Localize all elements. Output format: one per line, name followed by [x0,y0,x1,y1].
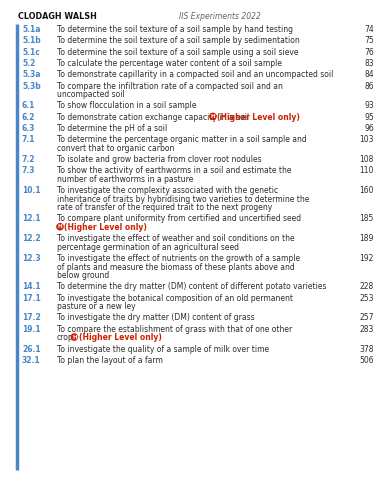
Text: 12.2: 12.2 [22,234,41,243]
Text: 83: 83 [364,59,374,68]
Text: H: H [72,334,77,340]
Text: 93: 93 [364,102,374,110]
Text: 506: 506 [359,356,374,365]
Text: 17.1: 17.1 [22,294,41,302]
Text: To investigate the botanical composition of an old permanent: To investigate the botanical composition… [57,294,293,302]
Text: To investigate the complexity associated with the genetic: To investigate the complexity associated… [57,186,278,195]
Text: 5.3a: 5.3a [22,70,41,79]
Text: 6.1: 6.1 [22,102,36,110]
Text: To compare plant uniformity from certified and uncertified seed: To compare plant uniformity from certifi… [57,214,301,224]
Text: CLODAGH WALSH: CLODAGH WALSH [18,12,97,21]
Text: convert that to organic carbon: convert that to organic carbon [57,144,174,152]
Text: To determine the soil texture of a soil sample by hand testing: To determine the soil texture of a soil … [57,25,293,34]
Text: 19.1: 19.1 [22,324,41,334]
Text: 7.2: 7.2 [22,155,36,164]
Text: 17.2: 17.2 [22,314,41,322]
Text: 228: 228 [360,282,374,292]
Text: To determine the pH of a soil: To determine the pH of a soil [57,124,167,133]
Text: H: H [211,114,215,119]
Text: 14.1: 14.1 [22,282,41,292]
Text: To investigate the quality of a sample of milk over time: To investigate the quality of a sample o… [57,344,269,354]
Text: To investigate the effect of nutrients on the growth of a sample: To investigate the effect of nutrients o… [57,254,300,263]
Text: H: H [58,224,62,229]
Text: 253: 253 [359,294,374,302]
Text: 5.3b: 5.3b [22,82,41,90]
Text: 185: 185 [360,214,374,224]
Text: 76: 76 [364,48,374,56]
Text: To demonstrate cation exchange capacity in a soil: To demonstrate cation exchange capacity … [57,112,249,122]
Text: 110: 110 [360,166,374,175]
Text: To investigate the effect of weather and soil conditions on the: To investigate the effect of weather and… [57,234,295,243]
Text: IIS Experiments 2022: IIS Experiments 2022 [179,12,261,21]
Text: 5.1b: 5.1b [22,36,41,46]
Text: 5.2: 5.2 [22,59,35,68]
Text: of plants and measure the biomass of these plants above and: of plants and measure the biomass of the… [57,262,295,272]
Text: 26.1: 26.1 [22,344,41,354]
Text: To show the activity of earthworms in a soil and estimate the: To show the activity of earthworms in a … [57,166,291,175]
Circle shape [210,114,216,119]
Text: crop: crop [57,333,74,342]
Text: To demonstrate capillarity in a compacted soil and an uncompacted soil: To demonstrate capillarity in a compacte… [57,70,334,79]
Text: To compare the establishment of grass with that of one other: To compare the establishment of grass wi… [57,324,292,334]
Text: 189: 189 [360,234,374,243]
Text: 96: 96 [364,124,374,133]
Text: To determine the dry matter (DM) content of different potato varieties: To determine the dry matter (DM) content… [57,282,327,292]
Text: To compare the infiltration rate of a compacted soil and an: To compare the infiltration rate of a co… [57,82,283,90]
Text: 257: 257 [359,314,374,322]
Text: (Higher Level only): (Higher Level only) [217,112,300,122]
Text: 5.1c: 5.1c [22,48,40,56]
Text: To isolate and grow bacteria from clover root nodules: To isolate and grow bacteria from clover… [57,155,262,164]
Text: percentage germination of an agricultural seed: percentage germination of an agricultura… [57,242,239,252]
Text: 378: 378 [359,344,374,354]
Text: 283: 283 [360,324,374,334]
Text: To determine the soil texture of a soil sample using a soil sieve: To determine the soil texture of a soil … [57,48,298,56]
Text: 6.3: 6.3 [22,124,36,133]
Text: To investigate the dry matter (DM) content of grass: To investigate the dry matter (DM) conte… [57,314,255,322]
Text: To determine the percentage organic matter in a soil sample and: To determine the percentage organic matt… [57,135,307,144]
Circle shape [71,334,78,340]
Text: (Higher Level only): (Higher Level only) [79,333,162,342]
Text: inheritance of traits by hybridising two varieties to determine the: inheritance of traits by hybridising two… [57,194,309,203]
Text: 7.3: 7.3 [22,166,36,175]
Text: 10.1: 10.1 [22,186,41,195]
Text: 86: 86 [364,82,374,90]
Text: To calculate the percentage water content of a soil sample: To calculate the percentage water conten… [57,59,282,68]
Text: 75: 75 [364,36,374,46]
Text: uncompacted soil: uncompacted soil [57,90,125,99]
Text: 5.1a: 5.1a [22,25,41,34]
Text: 95: 95 [364,112,374,122]
Text: 74: 74 [364,25,374,34]
Text: 6.2: 6.2 [22,112,36,122]
Text: (Higher Level only): (Higher Level only) [64,223,147,232]
Text: rate of transfer of the required trait to the next progeny: rate of transfer of the required trait t… [57,203,272,212]
Text: To determine the soil texture of a soil sample by sedimentation: To determine the soil texture of a soil … [57,36,300,46]
Text: 103: 103 [359,135,374,144]
Text: 108: 108 [360,155,374,164]
Text: pasture or a new ley: pasture or a new ley [57,302,135,311]
Text: 12.3: 12.3 [22,254,41,263]
Text: 192: 192 [360,254,374,263]
Text: below ground: below ground [57,271,109,280]
Text: number of earthworms in a pasture: number of earthworms in a pasture [57,175,193,184]
Text: 32.1: 32.1 [22,356,41,365]
Text: To plan the layout of a farm: To plan the layout of a farm [57,356,163,365]
Text: 160: 160 [359,186,374,195]
Text: 12.1: 12.1 [22,214,41,224]
Circle shape [57,224,63,230]
Text: To show flocculation in a soil sample: To show flocculation in a soil sample [57,102,196,110]
Text: 7.1: 7.1 [22,135,36,144]
Text: 84: 84 [364,70,374,79]
